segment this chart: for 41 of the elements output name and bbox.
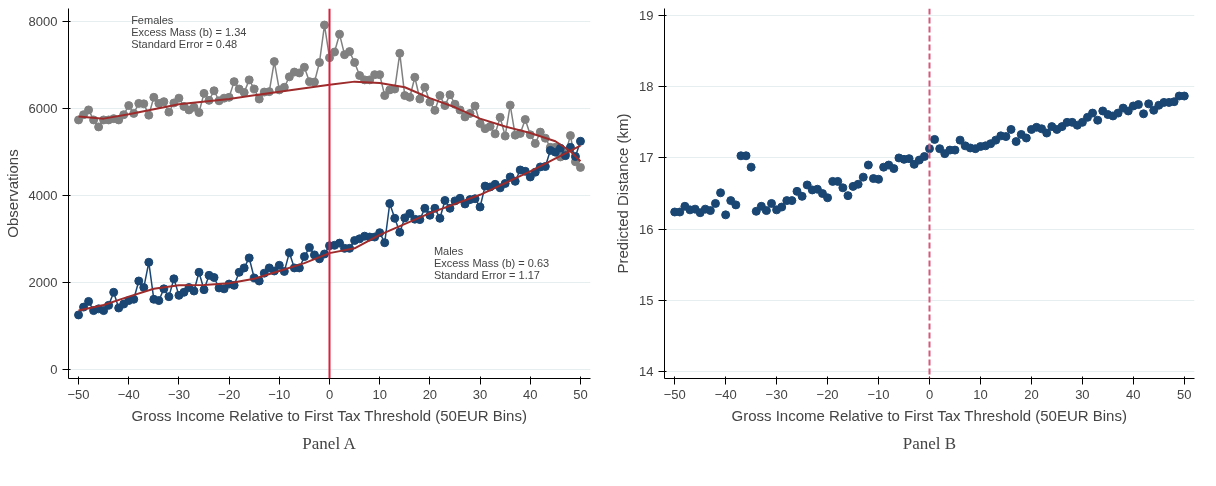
y-tick-label: 0 bbox=[50, 362, 58, 378]
x-tick-label: 20 bbox=[422, 386, 438, 402]
x-tick-label: −30 bbox=[167, 386, 190, 402]
y-tick-label: 4000 bbox=[28, 188, 58, 204]
y-axis-title: Predicted Distance (km) bbox=[614, 113, 632, 274]
x-tick-label: 20 bbox=[1024, 386, 1039, 402]
y-tick-label: 6000 bbox=[28, 101, 58, 117]
x-tick-label: −30 bbox=[765, 386, 788, 402]
y-tick-label: 19 bbox=[639, 8, 654, 24]
x-tick-label: 10 bbox=[372, 386, 387, 402]
y-tick-label: 8000 bbox=[28, 14, 58, 30]
y-tick-label: 18 bbox=[639, 79, 654, 95]
x-tick-label: −20 bbox=[218, 386, 241, 402]
y-tick-label: 15 bbox=[639, 292, 654, 308]
x-tick-label: 30 bbox=[1075, 386, 1090, 402]
text: Panel B bbox=[902, 433, 957, 453]
x-tick-label: −40 bbox=[714, 386, 737, 402]
y-tick-label: 16 bbox=[639, 221, 654, 237]
x-axis-title: Gross Income Relative to First Tax Threshold (50EUR Bins) bbox=[131, 406, 527, 424]
x-tick-label: −40 bbox=[117, 386, 140, 402]
y-tick-label: 14 bbox=[639, 363, 654, 379]
x-tick-label: 0 bbox=[325, 386, 334, 402]
x-tick-label: −50 bbox=[663, 386, 686, 402]
y-axis-title: Observations bbox=[3, 149, 21, 238]
x-tick-label: 30 bbox=[472, 386, 488, 402]
x-tick-label: 40 bbox=[523, 386, 538, 402]
x-tick-label: 40 bbox=[1126, 386, 1141, 402]
x-tick-label: 50 bbox=[573, 386, 588, 402]
y-tick-label: 17 bbox=[639, 150, 654, 166]
text: Panel A bbox=[302, 433, 357, 453]
x-tick-label: −10 bbox=[268, 386, 291, 402]
annotation: Males Excess Mass (b) = 0.63 Standard Error = 1.17 bbox=[433, 245, 550, 282]
x-tick-label: −50 bbox=[67, 386, 90, 402]
x-tick-label: 0 bbox=[925, 386, 934, 402]
x-tick-label: 10 bbox=[973, 386, 988, 402]
x-axis-title: Gross Income Relative to First Tax Threshold (50EUR Bins) bbox=[731, 406, 1127, 424]
x-tick-label: −20 bbox=[816, 386, 839, 402]
x-tick-label: −10 bbox=[867, 386, 890, 402]
x-tick-label: 50 bbox=[1177, 386, 1192, 402]
annotation: Females Excess Mass (b) = 1.34 Standard Error = 0.48 bbox=[131, 14, 247, 51]
y-tick-label: 2000 bbox=[28, 275, 58, 291]
